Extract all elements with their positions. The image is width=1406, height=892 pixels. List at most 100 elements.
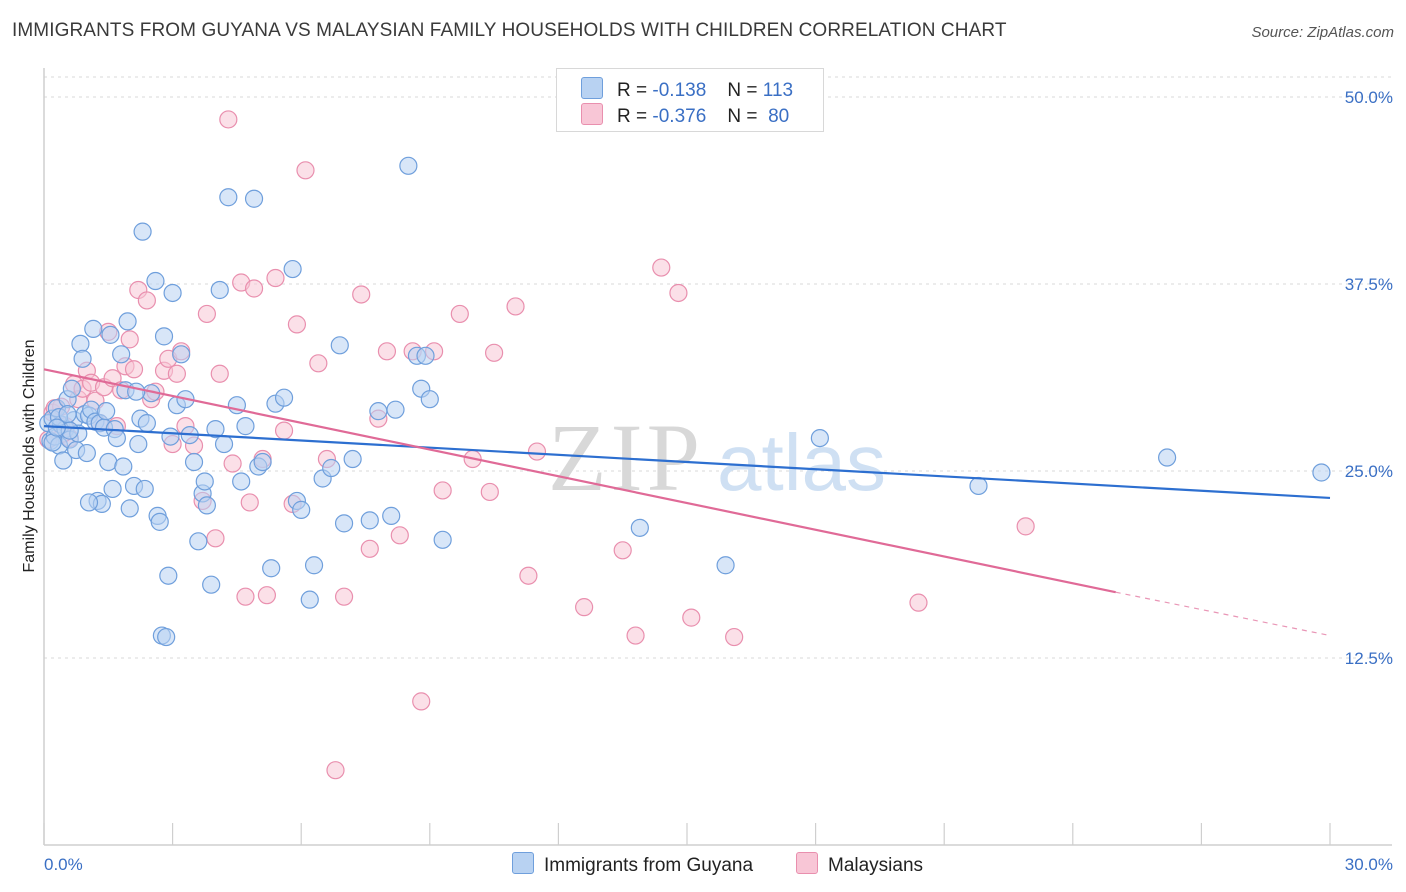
malaysians-point <box>669 283 688 303</box>
malaysians-point <box>652 258 671 277</box>
guyana-point <box>343 449 362 469</box>
legend-n-value: 113 <box>762 80 794 101</box>
malaysians-trend-extension <box>1115 591 1331 637</box>
malaysians-point <box>210 364 229 383</box>
tick-labels: 12.5% 25.0% 37.5% 50.0% 0.0% 30.0% <box>44 88 1393 874</box>
guyana-point <box>114 457 133 476</box>
chart-source: Source: ZipAtlas.com <box>1251 24 1394 41</box>
guyana-point <box>630 518 649 537</box>
guyana-point <box>274 388 294 407</box>
grid-lines <box>44 76 1392 659</box>
legend-r-value: -0.138 <box>652 80 707 101</box>
malaysians-point <box>485 343 504 362</box>
guyana-point <box>1158 448 1177 467</box>
legend-row-guyana: R = -0.138 N = 113 <box>581 77 793 101</box>
trend-lines <box>43 368 1331 637</box>
bottom-legend-guyana: Immigrants from Guyana <box>512 852 753 877</box>
guyana-point <box>189 532 208 551</box>
guyana-point <box>300 590 319 609</box>
malaysians-point <box>909 593 928 612</box>
guyana-point <box>135 479 154 499</box>
guyana-point <box>399 156 418 175</box>
data-points <box>39 110 1331 780</box>
guyana-point <box>127 382 146 401</box>
malaysians-point <box>575 598 594 617</box>
guyana-point <box>244 189 264 208</box>
x-tick-label: 0.0% <box>44 855 83 874</box>
malaysians-point <box>725 627 744 647</box>
legend-r-label: R = <box>617 80 648 101</box>
guyana-point <box>73 349 92 368</box>
guyana-point <box>420 390 439 409</box>
malaysians-point <box>352 285 371 304</box>
bottom-legend-swatch-guyana <box>512 852 534 874</box>
guyana-point <box>154 327 174 346</box>
guyana-point <box>416 346 435 365</box>
axes <box>43 68 1392 846</box>
guyana-point <box>382 506 401 525</box>
malaysians-point <box>377 342 397 361</box>
malaysians-point <box>206 529 225 548</box>
malaysians-point <box>626 626 645 645</box>
guyana-point <box>360 511 379 530</box>
malaysians-point <box>519 566 538 585</box>
guyana-point <box>202 575 221 594</box>
guyana-point <box>969 476 988 496</box>
malaysians-point <box>450 304 469 324</box>
bottom-legend-malaysians: Malaysians <box>796 852 923 877</box>
guyana-point <box>172 345 191 364</box>
legend-n-value: 80 <box>768 106 790 127</box>
guyana-point <box>118 312 137 331</box>
guyana-point <box>232 472 251 491</box>
legend-n-label: N = <box>727 106 758 127</box>
guyana-point <box>197 496 216 515</box>
guyana-point <box>210 280 229 300</box>
malaysians-point <box>613 541 632 560</box>
malaysians-trend-line <box>43 368 1116 594</box>
guyana-point <box>71 334 90 353</box>
malaysians-point <box>287 315 307 334</box>
guyana-point <box>206 420 225 439</box>
guyana-point <box>150 512 169 531</box>
guyana-point <box>304 556 324 575</box>
malaysians-point <box>236 587 255 606</box>
guyana-point <box>214 434 234 454</box>
malaysians-point <box>506 297 525 316</box>
guyana-trend-line <box>43 425 1331 500</box>
guyana-point <box>146 271 165 291</box>
guyana-point <box>433 530 452 549</box>
guyana-point <box>163 283 182 303</box>
guyana-point <box>716 556 735 575</box>
guyana-point <box>157 627 176 647</box>
guyana-point <box>1312 463 1331 482</box>
guyana-point <box>184 452 204 472</box>
malaysians-point <box>240 493 259 512</box>
guyana-point <box>84 319 103 338</box>
y-axis-title: Family Households with Children <box>21 340 38 573</box>
legend-row-malaysians: R = -0.376 N = 80 <box>581 103 789 127</box>
guyana-point <box>99 452 118 472</box>
guyana-point <box>159 566 178 585</box>
guyana-point <box>330 336 349 355</box>
guyana-point <box>322 458 341 478</box>
malaysians-point <box>120 330 139 349</box>
y-tick-label: 25.0% <box>1345 462 1393 481</box>
watermark-zip: ZIP <box>548 404 704 511</box>
legend-swatch-malaysians <box>581 103 603 125</box>
malaysians-point <box>219 110 238 129</box>
guyana-point <box>107 428 126 448</box>
malaysians-point <box>334 587 354 606</box>
guyana-point <box>120 499 139 518</box>
y-tick-label: 37.5% <box>1345 275 1393 294</box>
bottom-legend-swatch-malaysians <box>796 852 818 874</box>
legend-r-value: -0.376 <box>652 106 707 127</box>
guyana-point <box>369 402 388 421</box>
guyana-point <box>386 400 405 419</box>
malaysians-point <box>257 586 277 605</box>
guyana-point <box>137 414 156 433</box>
malaysians-point <box>137 291 156 310</box>
bottom-legend-label-malaysians: Malaysians <box>828 855 924 876</box>
guyana-point <box>77 443 96 463</box>
guyana-point <box>43 433 62 452</box>
malaysians-point <box>197 304 216 324</box>
